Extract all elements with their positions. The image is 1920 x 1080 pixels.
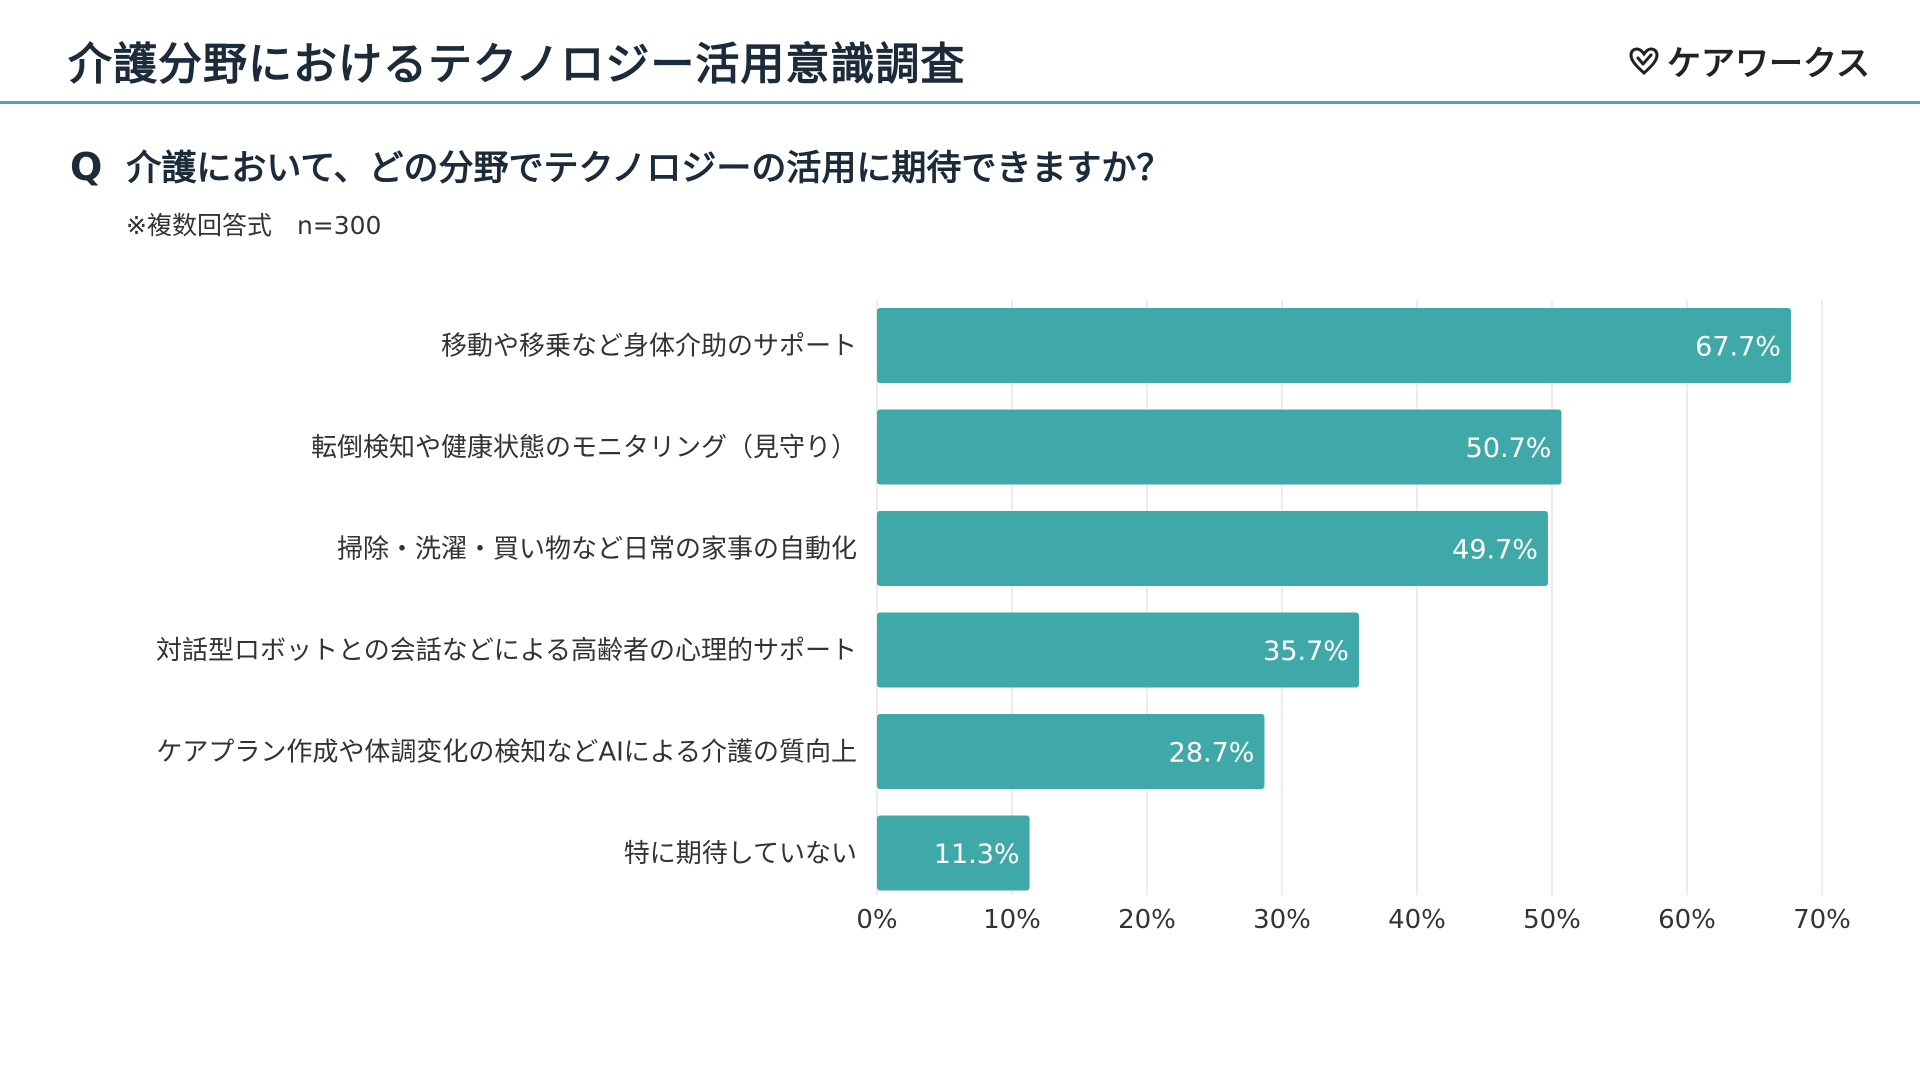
bar-value-label: 50.7% bbox=[1466, 433, 1552, 464]
category-label: 転倒検知や健康状態のモニタリング（見守り） bbox=[311, 433, 857, 463]
bar-value-label: 11.3% bbox=[934, 839, 1020, 870]
x-tick-label: 60% bbox=[1658, 905, 1716, 935]
x-tick-label: 40% bbox=[1388, 905, 1446, 935]
x-tick-label: 0% bbox=[856, 905, 897, 935]
survey-note: ※複数回答式 n=300 bbox=[126, 211, 382, 240]
category-label: 対話型ロボットとの会話などによる高齢者の心理的サポート bbox=[156, 636, 857, 666]
bar-value-label: 49.7% bbox=[1452, 535, 1538, 566]
x-tick-label: 20% bbox=[1118, 905, 1176, 935]
category-label: ケアプラン作成や体調変化の検知などAIによる介護の質向上 bbox=[156, 738, 857, 768]
brand-logo: ケアワークス bbox=[1629, 36, 1870, 85]
bar-value-label: 67.7% bbox=[1695, 332, 1781, 363]
x-tick-label: 50% bbox=[1523, 905, 1581, 935]
bar bbox=[877, 409, 1562, 485]
x-tick-label: 30% bbox=[1253, 905, 1311, 935]
header-bar: 介護分野におけるテクノロジー活用意識調査 ケアワークス bbox=[0, 0, 1920, 104]
bar bbox=[877, 815, 1030, 891]
heart-check-icon bbox=[1629, 46, 1659, 75]
category-label: 掃除・洗濯・買い物など日常の家事の自動化 bbox=[337, 535, 857, 565]
x-tick-label: 10% bbox=[983, 905, 1041, 935]
bar-value-label: 35.7% bbox=[1263, 636, 1349, 667]
bar bbox=[877, 511, 1548, 586]
x-tick-label: 70% bbox=[1793, 905, 1851, 935]
bar bbox=[877, 308, 1791, 383]
question-text: 介護において、どの分野でテクノロジーの活用に期待できますか？ bbox=[126, 149, 1172, 189]
bar bbox=[877, 714, 1265, 789]
question-heading: Q 介護において、どの分野でテクノロジーの活用に期待できますか？ bbox=[70, 140, 1171, 191]
bar bbox=[877, 612, 1359, 688]
bar-value-label: 28.7% bbox=[1169, 738, 1255, 769]
category-label: 移動や移乗など身体介助のサポート bbox=[441, 332, 857, 362]
logo-text: ケアワークス bbox=[1667, 44, 1870, 84]
category-label: 特に期待していない bbox=[624, 839, 857, 869]
question-mark: Q bbox=[70, 145, 103, 189]
page-title: 介護分野におけるテクノロジー活用意識調査 bbox=[68, 39, 966, 90]
